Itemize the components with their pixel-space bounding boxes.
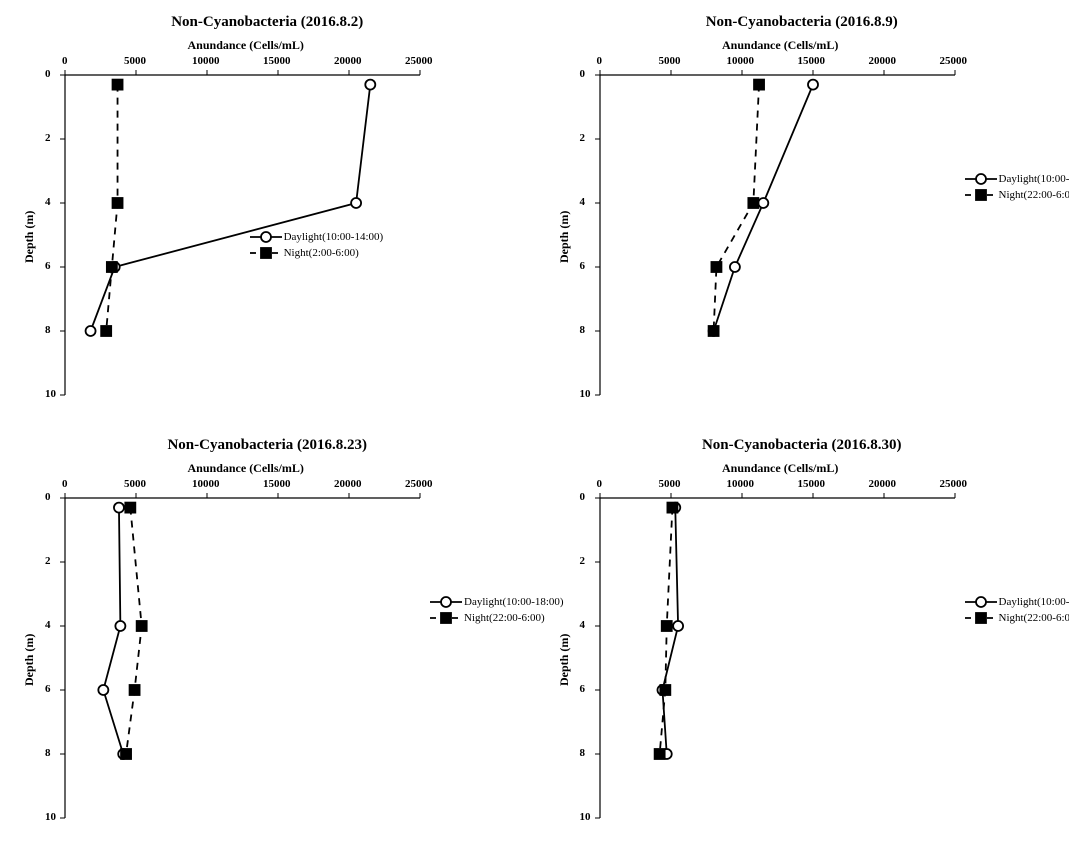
daylight-legend-icon	[250, 229, 282, 245]
daylight-legend-icon	[430, 594, 462, 610]
night-legend-icon	[430, 610, 462, 626]
night-marker	[137, 621, 147, 631]
night-marker	[708, 326, 718, 336]
night-marker	[121, 749, 131, 759]
legend: Daylight(10:00-18:00) Night(22:00-6:00)	[965, 594, 1069, 626]
legend-label-night: Night(2:00-6:00)	[284, 247, 359, 259]
night-marker	[748, 198, 758, 208]
legend-item-daylight: Daylight(10:00-18:00)	[965, 594, 1069, 610]
plot-area	[535, 423, 1069, 846]
legend-item-night: Night(22:00-6:00)	[965, 610, 1069, 626]
panel-2016-8-30: Non-Cyanobacteria (2016.8.30)Anundance (…	[535, 423, 1069, 846]
legend: Daylight(10:00-14:00) Night(2:00-6:00)	[250, 229, 384, 261]
daylight-legend-icon	[965, 171, 997, 187]
legend-label-night: Night(22:00-6:00)	[464, 612, 545, 624]
night-marker	[101, 326, 111, 336]
daylight-marker	[86, 326, 96, 336]
legend-label-daylight: Daylight(10:00-18:00)	[999, 173, 1069, 185]
daylight-marker	[729, 262, 739, 272]
legend-item-daylight: Daylight(10:00-14:00)	[250, 229, 384, 245]
legend: Daylight(10:00-18:00) Night(22:00-6:00)	[965, 171, 1069, 203]
daylight-marker	[98, 685, 108, 695]
night-marker	[660, 685, 670, 695]
daylight-marker	[673, 621, 683, 631]
legend-label-night: Night(22:00-6:00)	[999, 612, 1069, 624]
night-marker	[754, 80, 764, 90]
night-marker	[107, 262, 117, 272]
daylight-marker	[351, 198, 361, 208]
night-legend-icon	[965, 610, 997, 626]
daylight-marker	[365, 80, 375, 90]
night-legend-icon	[965, 187, 997, 203]
panel-2016-8-2: Non-Cyanobacteria (2016.8.2)Anundance (C…	[0, 0, 535, 423]
night-marker	[130, 685, 140, 695]
daylight-legend-icon	[965, 594, 997, 610]
legend-item-night: Night(22:00-6:00)	[965, 187, 1069, 203]
night-marker	[125, 503, 135, 513]
daylight-marker	[114, 503, 124, 513]
legend-item-daylight: Daylight(10:00-18:00)	[965, 171, 1069, 187]
chart-grid: Non-Cyanobacteria (2016.8.2)Anundance (C…	[0, 0, 1069, 846]
night-marker	[711, 262, 721, 272]
legend-label-daylight: Daylight(10:00-18:00)	[999, 596, 1069, 608]
night-marker	[113, 198, 123, 208]
night-marker	[667, 503, 677, 513]
legend-label-night: Night(22:00-6:00)	[999, 189, 1069, 201]
daylight-line	[91, 85, 371, 331]
night-marker	[654, 749, 664, 759]
night-marker	[661, 621, 671, 631]
night-marker	[113, 80, 123, 90]
night-legend-icon	[250, 245, 282, 261]
legend-label-daylight: Daylight(10:00-14:00)	[284, 231, 384, 243]
panel-2016-8-23: Non-Cyanobacteria (2016.8.23)Anundance (…	[0, 423, 535, 846]
plot-area	[0, 0, 535, 423]
legend-item-night: Night(2:00-6:00)	[250, 245, 384, 261]
plot-area	[0, 423, 535, 846]
daylight-marker	[808, 80, 818, 90]
panel-2016-8-9: Non-Cyanobacteria (2016.8.9)Anundance (C…	[535, 0, 1069, 423]
plot-area	[535, 0, 1069, 423]
daylight-marker	[758, 198, 768, 208]
daylight-marker	[115, 621, 125, 631]
